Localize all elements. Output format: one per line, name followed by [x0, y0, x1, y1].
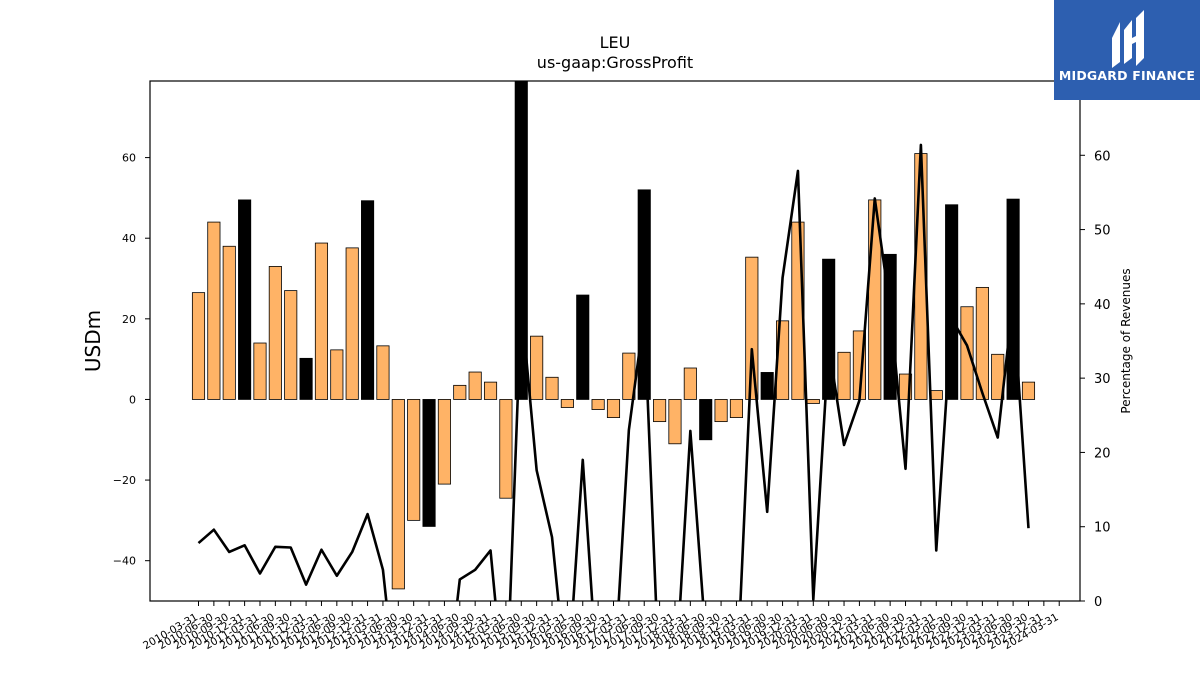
bar	[483, 381, 498, 400]
bar	[668, 399, 682, 445]
bar	[760, 372, 774, 400]
bar	[929, 390, 943, 400]
y2-tick-label: 0	[1094, 595, 1102, 610]
y-tick-label: 20	[122, 313, 136, 326]
y2-tick-label: 10	[1094, 521, 1111, 536]
chart-subtitle: us-gaap:GrossProfit	[537, 53, 693, 72]
bar	[361, 200, 375, 400]
y-axis-label: USDm	[81, 310, 105, 372]
bar	[422, 399, 436, 527]
y2-tick-label: 60	[1094, 149, 1111, 164]
bar	[391, 399, 405, 590]
bar	[499, 399, 513, 499]
y2-tick-label: 20	[1094, 446, 1111, 461]
chart-title: LEU	[600, 33, 631, 52]
plot-frame	[149, 80, 1081, 602]
bar	[299, 357, 313, 400]
bar	[637, 189, 651, 400]
bar	[576, 294, 590, 400]
y-tick-label: 0	[129, 393, 136, 406]
y-tick-label: −40	[113, 555, 136, 568]
y-tick-label: −20	[113, 474, 136, 487]
bar	[437, 399, 451, 485]
bar	[745, 256, 759, 400]
y2-axis-label: Percentage of Revenues	[1119, 268, 1133, 413]
bar	[545, 376, 559, 400]
bar	[514, 81, 528, 400]
bar	[653, 399, 667, 423]
midgard-finance-logo: MIDGARD FINANCE	[1054, 0, 1200, 100]
bar	[960, 306, 974, 400]
bar	[729, 399, 743, 418]
bar	[591, 399, 605, 410]
series-line	[197, 143, 1030, 601]
bar	[468, 371, 482, 400]
bar	[714, 399, 728, 423]
y-tick-label: 40	[122, 232, 136, 245]
bar	[837, 351, 851, 400]
bar	[376, 345, 390, 400]
bar	[222, 245, 236, 400]
bar	[238, 199, 252, 400]
bar	[560, 399, 574, 408]
bar	[314, 242, 329, 400]
bar	[191, 292, 206, 400]
bar	[268, 266, 282, 400]
y2-tick-label: 50	[1094, 224, 1111, 239]
bar	[699, 399, 713, 441]
bar	[683, 367, 697, 400]
logo-mark-icon	[1112, 10, 1144, 68]
bar	[806, 399, 820, 404]
bar	[345, 247, 359, 400]
y2-tick-label: 30	[1094, 372, 1111, 387]
bar	[530, 335, 544, 400]
bar	[407, 399, 421, 521]
bar	[975, 286, 989, 400]
y-tick-label: 60	[122, 152, 136, 165]
logo-text: MIDGARD FINANCE	[1058, 68, 1196, 83]
bar	[453, 384, 467, 400]
bar	[606, 399, 621, 418]
bar	[207, 221, 221, 400]
bar	[1021, 381, 1036, 400]
bar	[253, 342, 267, 400]
y2-tick-label: 40	[1094, 298, 1111, 313]
bar	[330, 349, 344, 400]
bar	[284, 290, 298, 400]
